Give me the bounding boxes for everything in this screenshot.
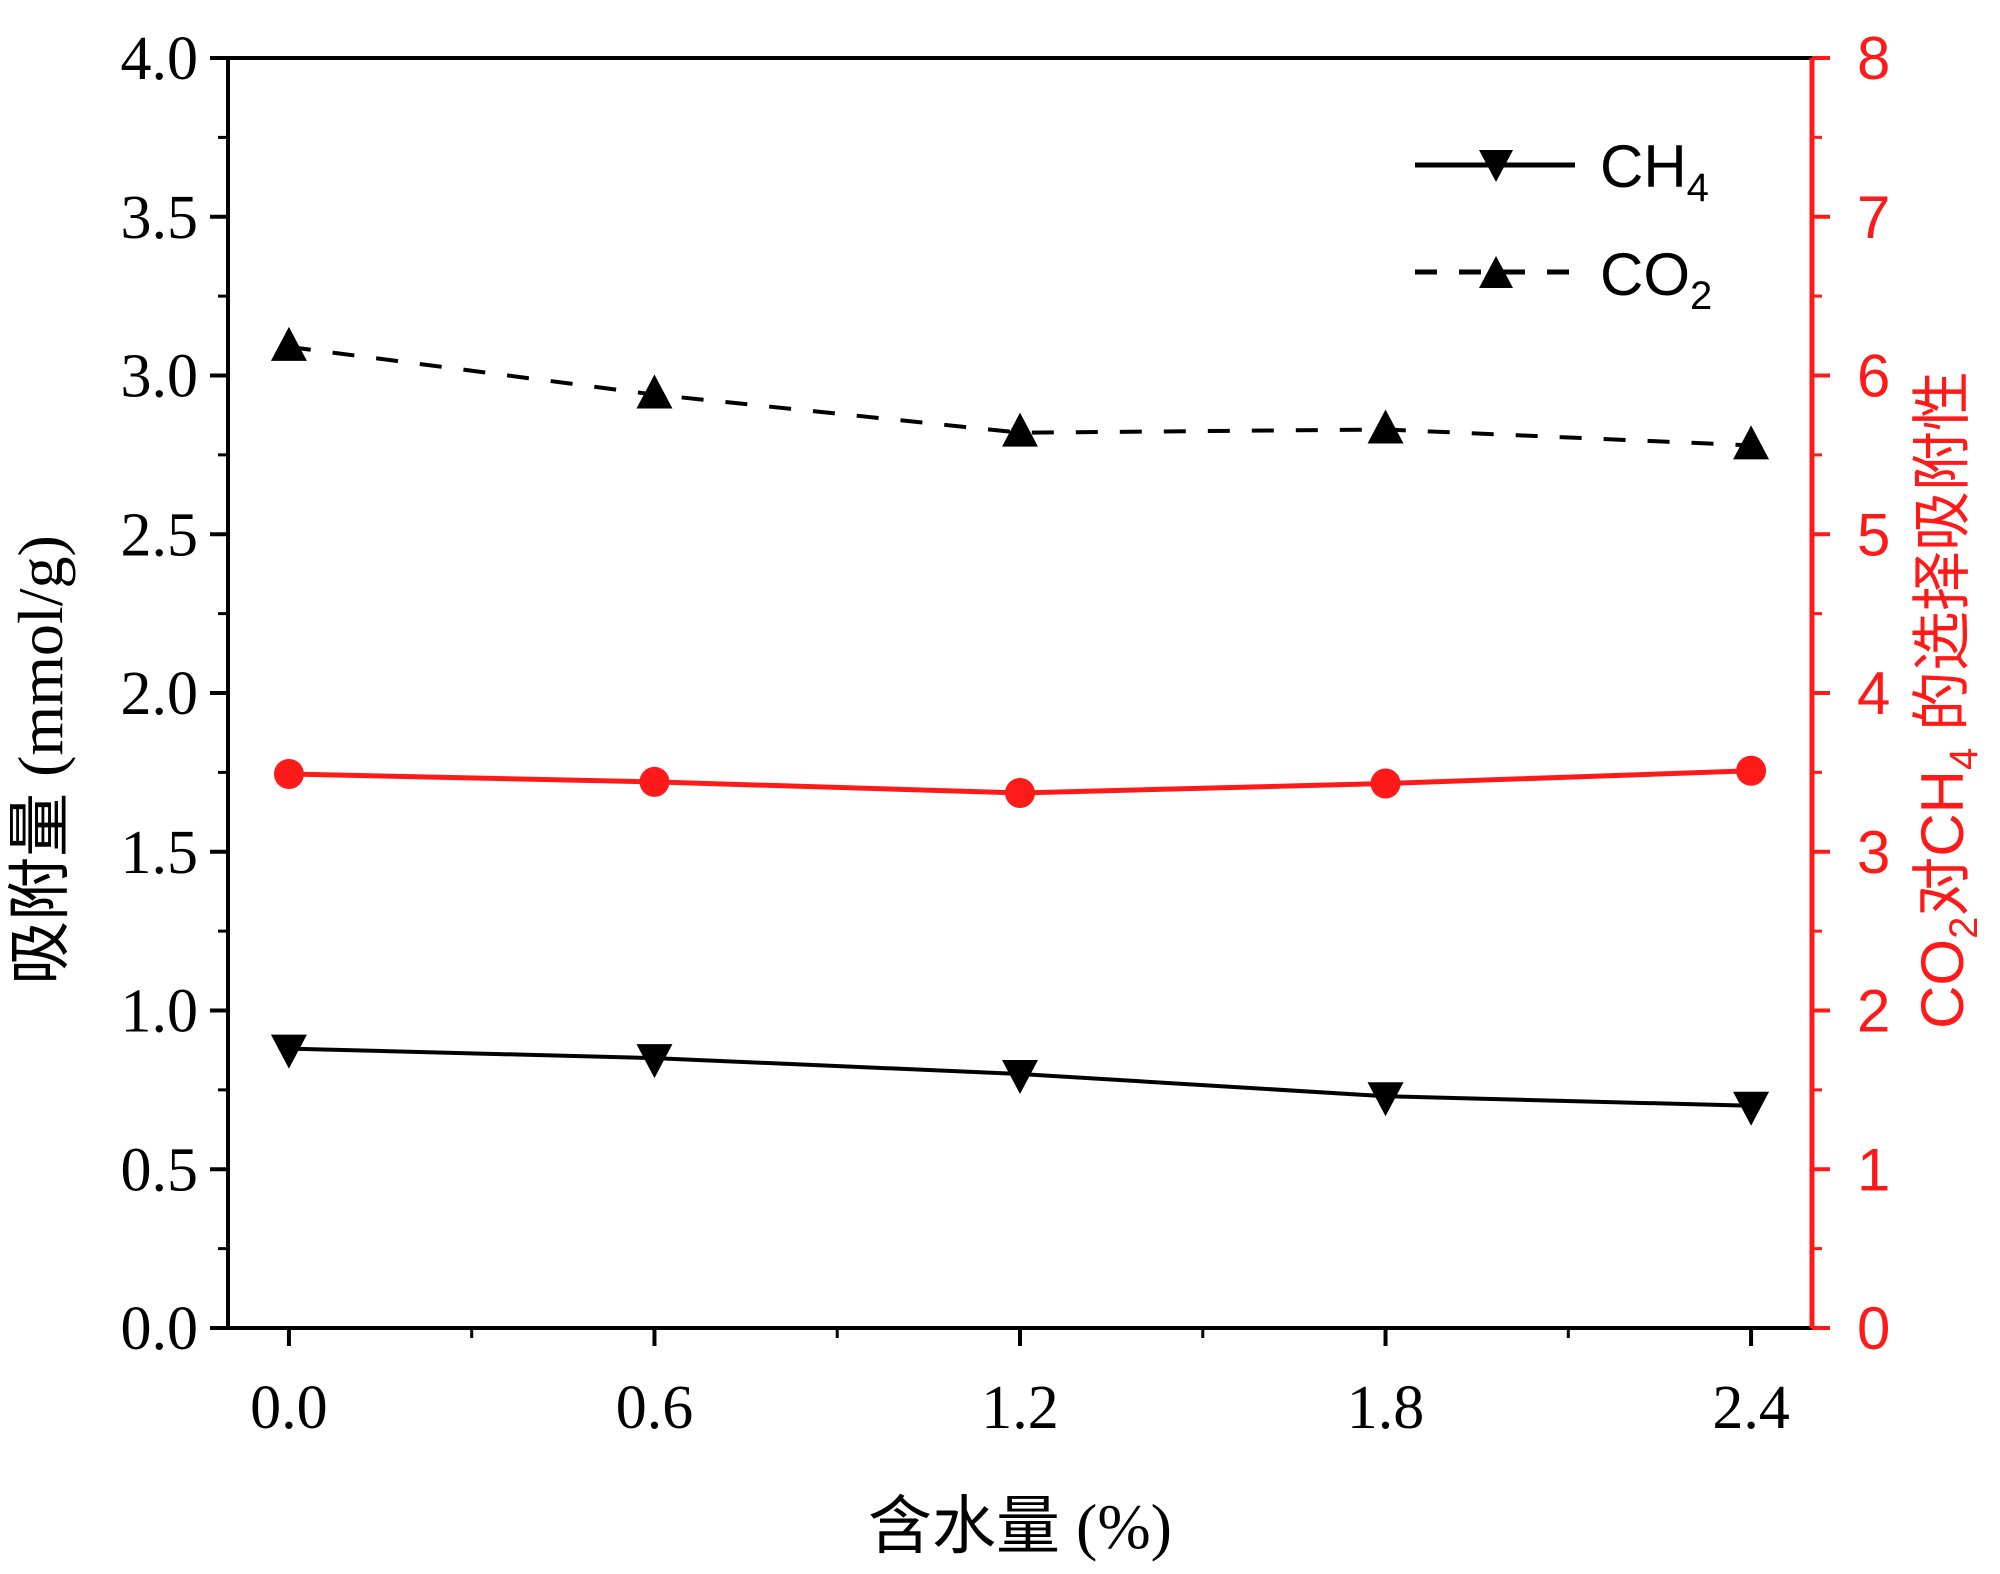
data-point-2 bbox=[1370, 768, 1401, 799]
y-tick-label: 3.5 bbox=[121, 184, 199, 252]
legend-ch4-label: CH4 bbox=[1600, 133, 1709, 210]
y-tick-label: 2.5 bbox=[121, 501, 199, 569]
data-point-2 bbox=[273, 758, 304, 789]
y2-tick-label: 8 bbox=[1857, 25, 1890, 92]
data-point-2 bbox=[639, 766, 670, 797]
y-tick-label: 3.0 bbox=[121, 343, 199, 411]
x-tick-label: 1.2 bbox=[981, 1374, 1059, 1442]
x-tick-label: 0.0 bbox=[250, 1374, 328, 1442]
x-tick-label: 2.4 bbox=[1712, 1374, 1790, 1442]
y-tick-label: 0.0 bbox=[121, 1295, 199, 1363]
data-point-2 bbox=[1005, 778, 1035, 809]
legend: CH4 CO2 bbox=[1415, 133, 1712, 318]
y2-tick-label: 2 bbox=[1857, 978, 1890, 1045]
y-tick-label: 2.0 bbox=[121, 660, 199, 728]
data-point-1 bbox=[1733, 425, 1770, 460]
legend-ch4-marker bbox=[1479, 150, 1513, 182]
x-tick-label: 1.8 bbox=[1347, 1374, 1425, 1442]
y2-axis-title: CO2对CH4 的选择吸附性 bbox=[1909, 371, 1986, 1029]
y2-tick-label: 4 bbox=[1857, 660, 1890, 727]
data-point-2 bbox=[1736, 755, 1767, 786]
legend-co2-sub: 2 bbox=[1690, 274, 1712, 318]
legend-ch4-main: CH bbox=[1600, 133, 1687, 200]
data-point-0 bbox=[1367, 1082, 1404, 1117]
legend-co2-main: CO bbox=[1600, 241, 1690, 308]
y-tick-label: 1.5 bbox=[121, 819, 199, 887]
x-tick-label: 0.6 bbox=[616, 1374, 694, 1442]
y-tick-label: 1.0 bbox=[121, 978, 199, 1046]
y2-tick-label: 1 bbox=[1857, 1136, 1890, 1203]
axes-layer: 0.0 0.5 1.0 1.5 2.0 2.5 3.0 3.5 4.0 0 1 2 3 4 5 6 7 8 0.0 0… bbox=[121, 25, 1891, 1442]
label-layer: 吸附量 (mmol/g) 含水量 (%) CO2对CH4 的选择吸附性 bbox=[5, 371, 1986, 1562]
legend-ch4-sub: 4 bbox=[1687, 166, 1709, 210]
y-axis-title: 吸附量 (mmol/g) bbox=[5, 535, 76, 985]
y2-tick-label: 6 bbox=[1857, 343, 1890, 410]
y2-tick-label: 0 bbox=[1857, 1295, 1890, 1362]
data-point-1 bbox=[1367, 409, 1404, 444]
y2-title-middle: 对CH bbox=[1909, 770, 1976, 917]
y2-tick-label: 3 bbox=[1857, 819, 1890, 886]
y2-title-sub2: 4 bbox=[1942, 748, 1986, 770]
y2-title-suffix: 的选择吸附性 bbox=[1909, 371, 1976, 748]
y2-tick-label: 7 bbox=[1857, 184, 1890, 251]
y2-tick-label: 5 bbox=[1857, 501, 1890, 568]
data-point-0 bbox=[270, 1034, 307, 1069]
data-point-1 bbox=[636, 374, 673, 409]
series-layer bbox=[270, 326, 1770, 1126]
y2-title-prefix: CO bbox=[1909, 939, 1976, 1029]
y2-title-sub1: 2 bbox=[1942, 917, 1986, 939]
data-point-0 bbox=[1733, 1091, 1770, 1126]
data-point-0 bbox=[636, 1044, 673, 1079]
legend-co2-marker bbox=[1479, 256, 1513, 288]
y-tick-label: 0.5 bbox=[121, 1136, 199, 1204]
x-axis-title: 含水量 (%) bbox=[868, 1491, 1172, 1562]
data-point-0 bbox=[1002, 1060, 1038, 1094]
data-point-1 bbox=[1002, 412, 1038, 447]
legend-co2-label: CO2 bbox=[1600, 241, 1712, 318]
data-point-1 bbox=[270, 326, 307, 361]
y-tick-label: 4.0 bbox=[121, 25, 199, 93]
